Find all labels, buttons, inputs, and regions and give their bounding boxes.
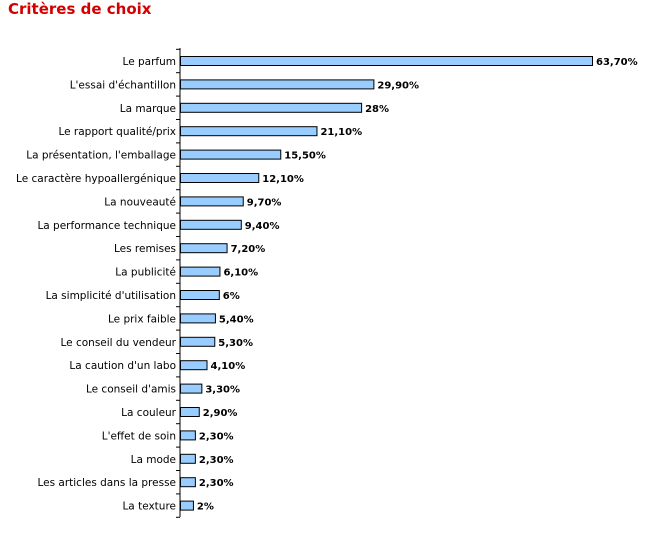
category-labels: Le parfum L'essai d'échantillon La marque L…	[16, 56, 177, 513]
bar-3	[180, 102, 363, 113]
category-label: La mode	[131, 454, 176, 466]
category-label: La performance technique	[37, 220, 176, 232]
value-label: 6,10%	[223, 268, 258, 279]
category-label: La nouveauté	[104, 196, 176, 208]
value-label: 21,10%	[320, 127, 362, 138]
bar-16	[180, 407, 200, 417]
value-label: 9,70%	[247, 197, 282, 208]
category-label: La publicité	[115, 267, 176, 279]
bars-group	[180, 56, 593, 511]
value-label: 2,30%	[199, 431, 234, 442]
value-label: 5,30%	[218, 338, 253, 349]
category-label: Le caractère hypoallergénique	[16, 173, 176, 185]
category-label: Les articles dans la presse	[37, 477, 176, 489]
bar-15	[180, 383, 203, 394]
value-label: 5,40%	[219, 314, 254, 325]
bar-18	[180, 453, 196, 464]
value-label: 6%	[223, 291, 240, 302]
value-label: 12,10%	[262, 174, 304, 185]
value-label: 7,20%	[231, 244, 266, 255]
category-label: Le conseil du vendeur	[61, 337, 177, 349]
category-label: L'effet de soin	[102, 430, 176, 442]
category-label: La marque	[120, 103, 176, 115]
value-label: 2,30%	[199, 478, 234, 489]
bar-12	[180, 313, 216, 324]
bar-10	[180, 266, 221, 277]
bar-17	[180, 430, 196, 441]
value-label: 2,30%	[199, 455, 234, 466]
bar-9	[180, 243, 228, 254]
value-label: 9,40%	[245, 221, 280, 232]
bar-6	[180, 173, 260, 183]
bar-8	[180, 219, 242, 230]
bar-7	[180, 196, 244, 207]
category-label: La simplicité d'utilisation	[46, 290, 176, 302]
category-label: La couleur	[121, 407, 177, 419]
category-label: La texture	[122, 501, 176, 513]
value-label: 2,90%	[203, 408, 238, 419]
value-labels: 63,70% 29,90% 28% 21,10% 15,50% 12,10% 9,70% 9,…	[197, 57, 638, 513]
bar-20	[180, 500, 194, 511]
category-label: Le conseil d'amis	[86, 384, 176, 396]
category-label: L'essai d'échantillon	[70, 79, 176, 91]
chart-axis	[176, 48, 181, 518]
category-label: La présentation, l'emballage	[26, 150, 176, 162]
bar-14	[180, 360, 208, 371]
category-label: Le parfum	[123, 56, 176, 68]
value-label: 4,10%	[211, 361, 246, 372]
value-label: 3,30%	[205, 385, 240, 396]
bar-1	[180, 56, 593, 66]
value-label: 63,70%	[596, 57, 638, 68]
category-label: Le rapport qualité/prix	[58, 126, 176, 138]
category-label: La caution d'un labo	[69, 360, 176, 372]
value-label: 28%	[365, 104, 389, 115]
category-label: Le prix faible	[108, 313, 176, 325]
value-label: 29,90%	[377, 80, 419, 91]
bar-4	[180, 126, 318, 137]
value-label: 15,50%	[284, 151, 326, 162]
category-label: Les remises	[114, 243, 176, 255]
bar-13	[180, 336, 216, 347]
chart-title: Critères de choix	[8, 0, 152, 18]
bar-11	[180, 290, 220, 300]
bar-19	[180, 477, 196, 488]
value-label: 2%	[197, 502, 214, 513]
bar-5	[180, 149, 282, 160]
bar-2	[180, 79, 375, 90]
